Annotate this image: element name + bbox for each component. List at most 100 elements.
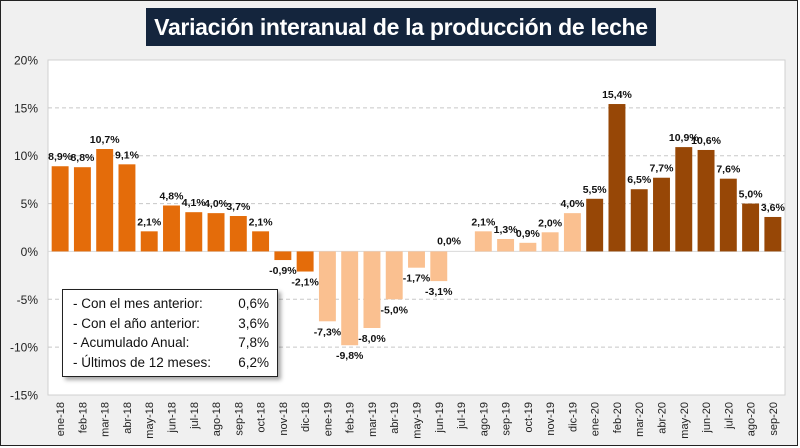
data-label: 10,7% — [90, 134, 120, 146]
data-label: 8,9% — [48, 151, 73, 163]
summary-box: - Con el mes anterior: 0,6% - Con el año… — [62, 289, 278, 377]
data-label: 3,6% — [761, 202, 786, 214]
summary-row-accumulated: - Acumulado Anual: 7,8% — [73, 333, 269, 353]
x-tick-label: jun-18 — [167, 402, 179, 434]
data-label: 2,0% — [538, 217, 563, 229]
summary-value: 6,2% — [238, 354, 269, 370]
bar-jun-19 — [430, 251, 448, 282]
x-tick-label: jul-20 — [723, 402, 735, 430]
bar-ago-18 — [207, 213, 225, 252]
data-label: -8,0% — [358, 333, 386, 345]
y-axis-ticks: 20% 15% 10% 5% 0% -5% -10% -15% — [10, 54, 38, 403]
data-label: 2,1% — [137, 216, 162, 228]
bar-mar-18 — [96, 149, 114, 252]
x-tick-label: feb-19 — [345, 402, 357, 433]
data-label: 0,9% — [516, 228, 541, 240]
y-tick-label: -15% — [10, 389, 38, 403]
summary-row-month: - Con el mes anterior: 0,6% — [73, 294, 269, 314]
x-tick-label: jul-18 — [189, 402, 201, 430]
summary-label: - Últimos de 12 meses: — [73, 354, 212, 370]
data-label: 4,8% — [160, 190, 185, 202]
x-tick-label: nov-18 — [278, 402, 290, 436]
bar-ago-19 — [474, 231, 492, 252]
data-label: 10,6% — [691, 135, 721, 147]
bar-sep-18 — [229, 216, 247, 252]
x-tick-label: ago-18 — [211, 402, 223, 436]
chart-title: Variación interanual de la producción de… — [146, 8, 656, 46]
bar-may-18 — [140, 231, 158, 252]
y-tick-label: 10% — [14, 149, 38, 163]
y-tick-label: 5% — [21, 197, 39, 211]
data-label: 9,1% — [115, 149, 140, 161]
bar-abr-19 — [385, 251, 403, 300]
summary-value: 7,8% — [238, 335, 269, 350]
x-tick-label: ene-19 — [322, 402, 334, 436]
summary-value: 3,6% — [238, 315, 269, 331]
bar-jun-18 — [163, 205, 180, 252]
y-tick-label: 20% — [14, 54, 38, 68]
data-label: -3,1% — [425, 286, 453, 298]
summary-label: - Con el mes anterior: — [73, 296, 203, 311]
data-label: -2,1% — [291, 277, 319, 289]
x-tick-label: oct-19 — [523, 402, 535, 433]
bar-abr-20 — [653, 177, 670, 252]
bar-mar-20 — [630, 189, 648, 252]
y-tick-label: 0% — [21, 245, 39, 259]
x-tick-label: ago-19 — [478, 402, 490, 436]
x-tick-label: ago-20 — [746, 402, 758, 436]
x-tick-label: ene-18 — [55, 402, 67, 436]
bar-jul-20 — [719, 178, 737, 252]
bar-oct-18 — [252, 231, 270, 252]
y-tick-label: 15% — [14, 101, 38, 115]
data-label: 5,0% — [739, 189, 764, 201]
data-label: 4,0% — [204, 198, 229, 210]
x-tick-label: dic-18 — [300, 402, 312, 432]
x-tick-label: sep-20 — [768, 402, 780, 436]
summary-row-12-months: - Últimos de 12 meses: 6,2% — [73, 353, 269, 373]
bar-sep-20 — [764, 216, 782, 252]
data-label: 6,5% — [627, 174, 652, 186]
bars — [51, 104, 782, 346]
data-label: -1,7% — [403, 273, 431, 285]
data-label: -9,8% — [336, 350, 364, 362]
x-tick-label: jul-19 — [456, 402, 468, 430]
data-label: 5,5% — [583, 184, 608, 196]
x-tick-label: nov-19 — [545, 402, 557, 436]
summary-row-year: - Con el año anterior: 3,6% — [73, 314, 269, 334]
x-tick-label: abr-18 — [122, 402, 134, 434]
bar-may-19 — [408, 251, 425, 268]
data-label: 7,7% — [650, 163, 675, 175]
bar-jun-20 — [697, 149, 715, 252]
data-labels: 8,9%8,8%10,7%9,1%2,1%4,8%4,1%4,0%3,7%2,1… — [48, 89, 785, 362]
bar-may-20 — [675, 147, 693, 252]
summary-value: 0,6% — [238, 296, 269, 311]
x-tick-label: jun-20 — [701, 402, 713, 434]
summary-label: - Acumulado Anual: — [73, 335, 190, 350]
bar-abr-18 — [118, 164, 136, 252]
x-tick-label: mar-19 — [367, 402, 379, 437]
data-label: 4,1% — [182, 197, 207, 209]
summary-label: - Con el año anterior: — [73, 315, 200, 331]
x-tick-label: abr-19 — [389, 402, 401, 434]
data-label: 0,0% — [437, 235, 462, 247]
x-tick-label: may-20 — [679, 402, 691, 439]
x-tick-label: feb-18 — [77, 402, 89, 433]
bar-nov-18 — [274, 251, 292, 261]
x-axis-ticks: ene-18 feb-18 mar-18 abr-18 may-18 jun-18 jul-… — [55, 402, 780, 439]
bar-ago-20 — [742, 203, 760, 252]
y-tick-label: -5% — [17, 293, 39, 307]
data-label: 3,7% — [226, 201, 251, 213]
data-label: -5,0% — [381, 304, 409, 316]
data-label: 1,3% — [494, 224, 519, 236]
x-tick-label: oct-18 — [256, 402, 268, 433]
bar-ene-20 — [586, 198, 604, 252]
data-label: 8,8% — [70, 152, 95, 164]
bar-feb-19 — [341, 251, 359, 346]
data-label: -7,3% — [314, 326, 342, 338]
bar-dic-18 — [296, 251, 314, 272]
x-tick-label: mar-20 — [634, 402, 646, 437]
data-label: -0,9% — [269, 265, 297, 277]
x-tick-label: feb-20 — [612, 402, 624, 433]
x-tick-label: may-19 — [412, 402, 424, 439]
